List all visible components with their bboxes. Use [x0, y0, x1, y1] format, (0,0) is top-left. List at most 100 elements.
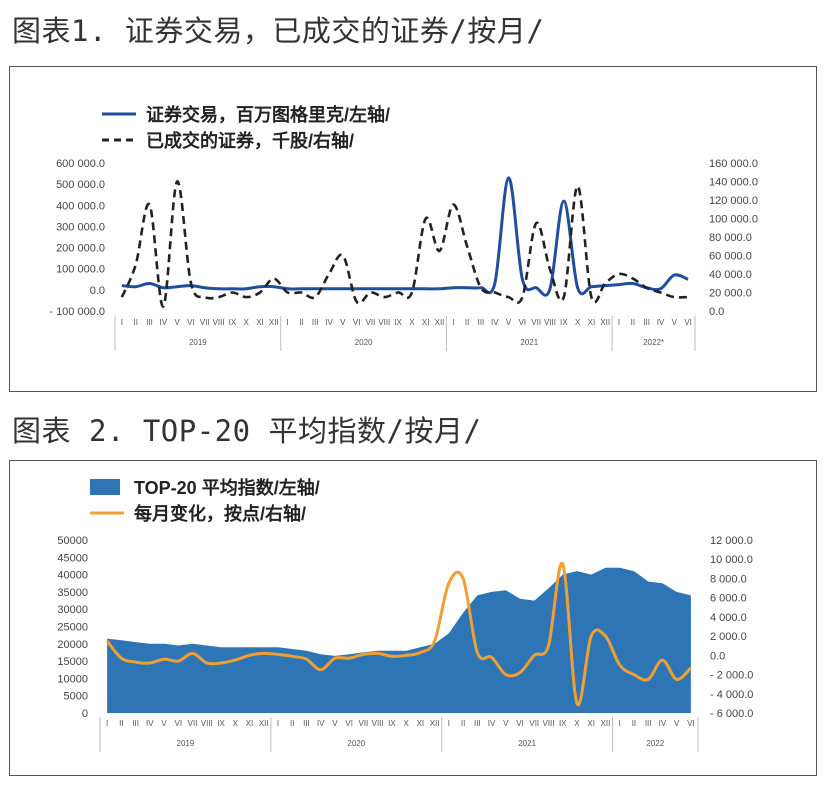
legend-label: 已成交的证券，千股/右轴/	[146, 130, 354, 151]
x-axis-month-label: XI	[587, 719, 595, 728]
x-axis-year-label: 2019	[177, 739, 195, 748]
x-axis-month-label: I	[448, 719, 450, 728]
left-axis-tick-label: 5000	[64, 691, 88, 703]
x-axis-month-label: IX	[560, 318, 568, 327]
x-axis-month-label: III	[478, 318, 485, 327]
x-axis-month-label: VII	[366, 318, 376, 327]
x-axis-month-label: XII	[259, 719, 269, 728]
x-axis-month-label: IV	[317, 719, 325, 728]
figure-2-title: 图表 2. TOP-20 平均指数/按月/	[12, 414, 482, 448]
right-axis-tick-label: 10 000.0	[710, 554, 753, 566]
x-axis-month-label: II	[299, 318, 303, 327]
x-axis-month-label: I	[277, 719, 279, 728]
x-axis-month-label: XI	[256, 318, 264, 327]
x-axis-month-label: III	[303, 719, 310, 728]
left-axis-tick-label: 500 000.0	[56, 179, 105, 191]
x-axis-month-label: I	[287, 318, 289, 327]
left-axis-tick-label: 400 000.0	[56, 200, 105, 212]
right-axis-tick-label: 120 000.0	[709, 195, 758, 207]
legend-label: 证券交易，百万图格里克/左轴/	[146, 104, 390, 125]
x-axis-month-label: V	[161, 719, 167, 728]
x-axis-month-label: X	[233, 719, 239, 728]
x-axis-month-label: XII	[601, 719, 611, 728]
x-axis-month-label: XII	[435, 318, 445, 327]
x-axis-month-label: X	[574, 719, 580, 728]
x-axis-month-label: XI	[246, 719, 254, 728]
x-axis-month-label: V	[503, 719, 509, 728]
x-axis-month-label: IV	[160, 318, 168, 327]
x-axis-month-label: VII	[531, 318, 541, 327]
area-series-fill	[107, 567, 691, 713]
legend-label: TOP-20 平均指数/左轴/	[134, 477, 320, 498]
x-axis-month-label: II	[632, 719, 636, 728]
x-axis-month-label: X	[244, 318, 250, 327]
left-axis-tick-label: 200 000.0	[56, 243, 105, 255]
x-axis-month-label: VII	[359, 719, 369, 728]
legend-label: 每月变化，按点/右轴/	[134, 503, 306, 524]
x-axis-month-label: I	[106, 719, 108, 728]
x-axis-month-label: II	[119, 719, 123, 728]
x-axis-year-label: 2022	[646, 739, 664, 748]
left-axis-tick-label: 0	[82, 708, 88, 720]
x-axis-month-label: I	[121, 318, 123, 327]
right-axis-tick-label: 6 000.0	[710, 593, 747, 605]
x-axis-month-label: V	[672, 318, 678, 327]
right-axis-tick-label: - 4 000.0	[710, 689, 753, 701]
x-axis-month-label: VI	[684, 318, 692, 327]
figure-1-chart: - 100 000.0 0.0 100 000.0 200 000.0 300 000.…	[49, 104, 758, 351]
right-axis-tick-label: - 2 000.0	[710, 670, 753, 682]
left-axis-tick-label: 20000	[57, 639, 88, 651]
x-axis-month-label: VIII	[378, 318, 390, 327]
x-axis-month-label: IV	[146, 719, 154, 728]
right-axis-tick-label: 12 000.0	[710, 535, 753, 547]
figure-1-title: 图表1. 证券交易，已成交的证券/按月/	[12, 14, 545, 48]
left-axis-tick-label: 25000	[57, 622, 88, 634]
x-axis-month-label: III	[643, 318, 650, 327]
x-axis-month-label: VI	[687, 719, 695, 728]
x-axis-month-label: II	[133, 318, 137, 327]
x-axis-month-label: IV	[491, 318, 499, 327]
left-axis-tick-label: 40000	[57, 570, 88, 582]
figure-1-panel: - 100 000.0 0.0 100 000.0 200 000.0 300 000.…	[9, 66, 817, 392]
x-axis-year-label: 2020	[347, 739, 365, 748]
x-axis-month-label: VIII	[544, 318, 556, 327]
right-axis-tick-label: 0.0	[709, 306, 724, 318]
x-axis-month-label: VI	[187, 318, 195, 327]
x-axis-month-label: I	[618, 318, 620, 327]
x-axis-month-label: XI	[417, 719, 425, 728]
x-axis-month-label: XI	[588, 318, 596, 327]
figure-2-panel: 0 5000 10000 15000 20000 25000 30000 35000 40000…	[9, 460, 817, 776]
right-axis-tick-label: - 6 000.0	[710, 708, 753, 720]
x-axis-month-label: VIII	[213, 318, 225, 327]
x-axis-month-label: X	[403, 719, 409, 728]
x-axis-month-label: VIII	[372, 719, 384, 728]
x-axis-month-label: II	[631, 318, 635, 327]
x-axis-month-label: VI	[519, 318, 527, 327]
x-axis-month-label: IX	[559, 719, 567, 728]
x-axis-month-label: IX	[388, 719, 396, 728]
right-axis-tick-label: 4 000.0	[710, 612, 747, 624]
left-axis-tick-label: 15000	[57, 656, 88, 668]
x-axis-month-label: V	[674, 719, 680, 728]
x-axis-month-label: VI	[516, 719, 524, 728]
x-axis-year-label: 2022*	[643, 338, 664, 347]
left-axis-tick-label: 100 000.0	[56, 264, 105, 276]
x-axis-month-label: III	[146, 318, 153, 327]
x-axis-month-label: IV	[488, 719, 496, 728]
x-axis-month-label: VI	[175, 719, 183, 728]
left-axis-tick-label: 600 000.0	[56, 158, 105, 170]
x-axis-month-label: V	[506, 318, 512, 327]
right-axis-tick-label: 80 000.0	[709, 232, 752, 244]
x-axis-month-label: V	[340, 318, 346, 327]
x-axis-month-label: VIII	[542, 719, 554, 728]
x-axis-month-label: IX	[394, 318, 402, 327]
x-axis-month-label: VI	[353, 318, 361, 327]
x-axis-month-label: X	[409, 318, 415, 327]
left-axis-tick-label: 0.0	[90, 285, 105, 297]
right-axis-tick-label: 100 000.0	[709, 214, 758, 226]
x-axis-month-label: II	[461, 719, 465, 728]
x-axis-month-label: VI	[345, 719, 353, 728]
x-axis-month-label: IX	[229, 318, 237, 327]
right-axis-tick-label: 20 000.0	[709, 288, 752, 300]
x-axis-month-label: VIII	[201, 719, 213, 728]
